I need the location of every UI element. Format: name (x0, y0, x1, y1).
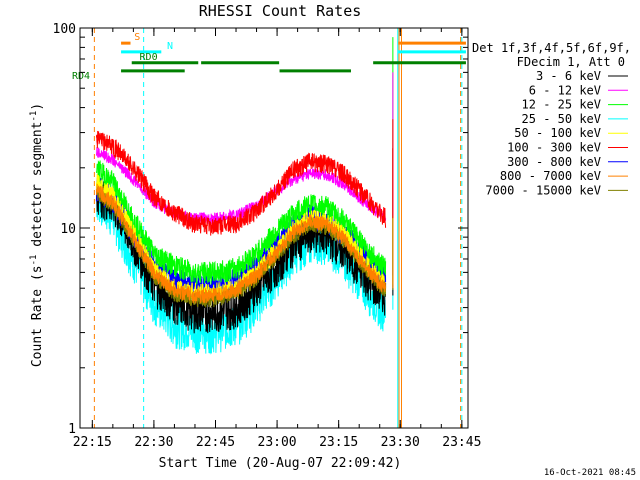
y-axis-label: Count Rate (s-1 detector segment-1) (29, 103, 45, 367)
legend-header-1: Det 1f,3f,4f,5f,6f,9f, (472, 41, 631, 55)
legend-label-3-6-kev: 3 - 6 keV (536, 69, 601, 83)
flag-label-n: N (167, 41, 173, 52)
axis-layer: 22:15 22:30 22:45 23:00 23:15 23:30 23:45 1 10 10… (53, 22, 482, 450)
x-tick-label: 22:15 (73, 435, 112, 450)
series-100-300-kev (95, 130, 387, 236)
chart-title: RHESSI Count Rates (199, 2, 362, 20)
y-tick-label: 10 (60, 222, 76, 237)
x-tick-label: 23:45 (442, 435, 481, 450)
x-tick-label: 22:45 (196, 435, 235, 450)
legend-label-12-25-kev: 12 - 25 keV (522, 98, 601, 112)
legend-label-6-12-kev: 6 - 12 keV (529, 83, 601, 97)
x-tick-label: 23:30 (381, 435, 420, 450)
y-tick-label: 1 (68, 422, 76, 437)
legend-label-50-100-kev: 50 - 100 keV (514, 126, 601, 140)
data-layer (93, 28, 463, 428)
generation-timestamp: 16-Oct-2021 08:45 (544, 468, 636, 478)
x-axis-label: Start Time (20-Aug-07 22:09:42) (159, 456, 402, 471)
legend-label-25-50-kev: 25 - 50 keV (522, 112, 601, 126)
x-tick-label: 23:00 (258, 435, 297, 450)
legend-header-2: FDecim 1, Att 0 (517, 55, 625, 69)
flag-label-rd0: RD0 (140, 52, 158, 63)
legend-label-800-7000-kev: 800 - 7000 keV (500, 169, 601, 183)
series-12-25-kev (95, 160, 387, 285)
flag-label-rd4: RD4 (72, 71, 90, 82)
legend-label-100-300-kev: 100 - 300 keV (507, 141, 601, 155)
legend-label-300-800-kev: 300 - 800 keV (507, 155, 601, 169)
legend-label-7000-15000-kev: 7000 - 15000 keV (485, 183, 601, 197)
series-800-7000-kev (95, 183, 387, 304)
x-tick-label: 22:30 (134, 435, 173, 450)
x-tick-label: 23:15 (319, 435, 358, 450)
legend: Det 1f,3f,4f,5f,6f,9f, FDecim 1, Att 0 3… (472, 41, 631, 197)
y-tick-label: 100 (53, 22, 76, 37)
flag-label-s: S (134, 32, 140, 43)
flag-layer: S N RD0 RD4 (72, 32, 466, 82)
